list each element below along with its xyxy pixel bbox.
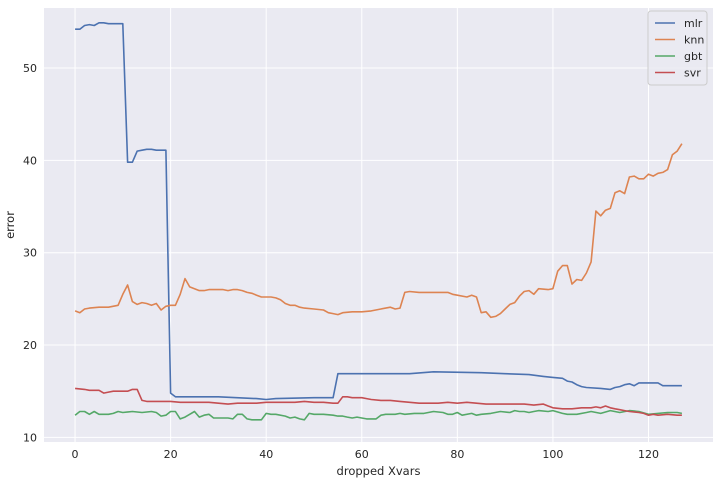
x-tick-label: 0 [72, 448, 79, 461]
series-lines [74, 22, 683, 421]
y-tick-label: 50 [23, 62, 37, 75]
legend-label-mlr: mlr [684, 17, 703, 30]
y-tick-label: 40 [23, 154, 37, 167]
legend: mlr knn gbt svr [647, 10, 708, 86]
legend-label-knn: knn [684, 34, 704, 47]
legend-box [647, 10, 708, 86]
series-line-gbt [74, 409, 683, 421]
legend-items: mlr knn gbt svr [655, 17, 704, 80]
x-tick-label: 40 [259, 448, 273, 461]
y-axis-label: error [3, 211, 17, 239]
x-tick-label: 60 [355, 448, 369, 461]
series-line-mlr [75, 22, 682, 401]
y-tick-label: 30 [23, 247, 37, 260]
x-tick-label: 100 [542, 448, 563, 461]
x-axis-label: dropped Xvars [337, 464, 421, 478]
series-line-knn [74, 143, 683, 319]
tick-labels: 0 20 40 60 80 100 120 10 20 30 40 50 [23, 62, 659, 461]
x-tick-label: 120 [638, 448, 659, 461]
x-tick-label: 80 [450, 448, 464, 461]
legend-label-svr: svr [684, 67, 701, 80]
series-line-svr [75, 387, 682, 416]
y-tick-label: 20 [23, 339, 37, 352]
plot-background [44, 8, 713, 442]
x-tick-label: 20 [164, 448, 178, 461]
grid [44, 8, 713, 442]
legend-label-gbt: gbt [684, 50, 703, 63]
y-tick-label: 10 [23, 431, 37, 444]
